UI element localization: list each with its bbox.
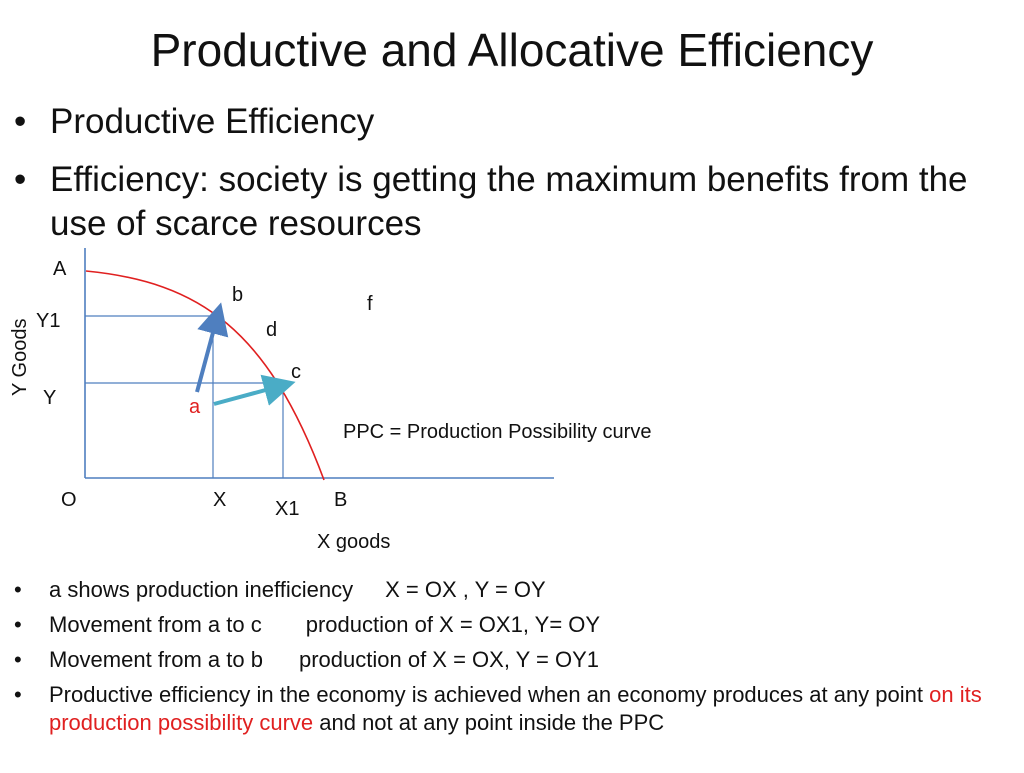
slide-title: Productive and Allocative Efficiency bbox=[150, 24, 874, 76]
bullet-text: and not at any point inside the PPC bbox=[313, 710, 665, 735]
point-label-f: f bbox=[367, 293, 373, 315]
tick-label-Y1: Y1 bbox=[36, 310, 61, 332]
bullet-dot: • bbox=[14, 577, 22, 602]
top-bullet-text: Productive Efficiency bbox=[50, 102, 375, 141]
bullet-text: Movement from a to b bbox=[49, 647, 263, 672]
bottom-bullet-item: • Productive efficiency in the economy i… bbox=[14, 681, 1004, 737]
tick-label-X1: X1 bbox=[275, 498, 300, 520]
point-label-c: c bbox=[291, 361, 301, 383]
bottom-bullet-item: • a shows production inefficiency X = OX … bbox=[14, 576, 1004, 604]
tick-label-Y: Y bbox=[43, 387, 57, 409]
bullet-detail: production of X = OX1, Y= OY bbox=[305, 612, 601, 637]
point-label-A: A bbox=[53, 258, 67, 280]
point-label-a: a bbox=[189, 396, 201, 418]
ppc-definition-note: PPC = Production Possibility curve bbox=[343, 421, 652, 443]
arrow-a-to-c bbox=[213, 374, 296, 406]
bullet-text: a shows production inefficiency bbox=[49, 577, 354, 602]
bullet-dot: • bbox=[14, 612, 22, 637]
top-bullet-item: • Efficiency: society is getting the max… bbox=[14, 158, 974, 246]
bullet-dot: • bbox=[14, 647, 22, 672]
bullet-detail: X = OX , Y = OY bbox=[385, 577, 546, 602]
bullet-dot: • bbox=[14, 682, 22, 707]
bottom-bullet-item: • Movement from a to c production of X = … bbox=[14, 611, 1004, 639]
arrow-a-to-b bbox=[195, 302, 229, 393]
point-label-B: B bbox=[334, 489, 348, 511]
top-bullet-text: Efficiency: society is getting the maxim… bbox=[50, 160, 968, 243]
tick-label-X: X bbox=[213, 489, 227, 511]
y-axis-label: Y Goods bbox=[9, 318, 31, 396]
highlighted-text: on its production possibility curve bbox=[49, 682, 982, 735]
top-bullet-list: • Productive Efficiency • Efficiency: so… bbox=[14, 100, 974, 260]
point-label-d: d bbox=[266, 319, 278, 341]
bottom-bullet-item: • Movement from a to b production of X = … bbox=[14, 646, 1004, 674]
point-label-b: b bbox=[232, 284, 244, 306]
origin-label-O: O bbox=[61, 489, 77, 511]
bullet-dot: • bbox=[14, 160, 27, 199]
bullet-dot: • bbox=[14, 102, 27, 141]
bullet-text: Movement from a to c bbox=[49, 612, 262, 637]
bullet-detail: production of X = OX, Y = OY1 bbox=[298, 647, 600, 672]
x-axis-label: X goods bbox=[317, 531, 391, 553]
ppc-curve bbox=[85, 270, 325, 481]
bullet-text: Productive efficiency in the economy is … bbox=[49, 682, 930, 707]
bottom-bullet-list: • a shows production inefficiency X = OX … bbox=[14, 576, 1004, 744]
top-bullet-item: • Productive Efficiency bbox=[14, 100, 974, 144]
